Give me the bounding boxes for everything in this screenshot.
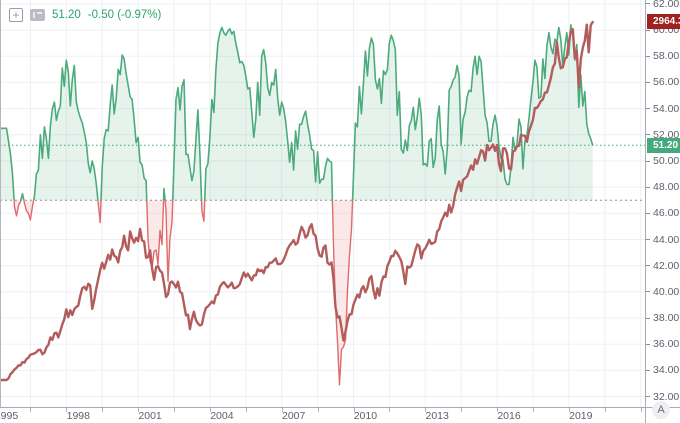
price-axis-label: 46.00 <box>653 207 680 220</box>
time-axis-tick <box>102 408 104 412</box>
time-axis-tick <box>533 408 534 412</box>
legend-change-value: -0.50 (-0.97%) <box>87 9 162 21</box>
price-axis-tick <box>646 81 650 83</box>
time-axis-tick <box>66 408 68 412</box>
time-axis-label: 2001 <box>138 410 162 422</box>
price-axis-tick <box>646 212 650 214</box>
price-axis-tick <box>646 265 650 267</box>
add-series-plus-icon[interactable]: + <box>9 8 23 22</box>
price-axis-tick <box>646 3 650 5</box>
price-axis-label: 34.00 <box>653 364 680 377</box>
legend-last-value: 51.20 <box>52 9 81 21</box>
price-axis-label: 48.00 <box>653 181 680 194</box>
time-axis-tick <box>138 408 140 412</box>
axis-settings-button[interactable]: A <box>652 401 670 419</box>
time-axis-label: 2007 <box>282 410 306 422</box>
time-axis-tick <box>604 408 606 412</box>
time-axis-tick <box>640 408 642 412</box>
price-axis-label: 50.00 <box>653 155 680 167</box>
price-axis-tick <box>646 291 650 293</box>
price-axis-tick <box>646 369 650 371</box>
time-axis-tick <box>30 408 32 412</box>
time-axis-tick <box>209 408 211 412</box>
price-axis-label: 62.00 <box>653 0 680 10</box>
price-axis-tick <box>646 396 650 397</box>
price-axis-label: 32.00 <box>653 390 680 403</box>
price-axis-tick <box>646 108 650 110</box>
price-axis-tick <box>646 29 650 31</box>
oscillator-area-above <box>0 24 593 201</box>
overlay-price-badge: 2964.3 <box>647 14 680 29</box>
overlay-line-series <box>0 20 594 382</box>
price-axis-label: 44.00 <box>653 233 680 246</box>
time-axis-label: 2013 <box>425 410 449 422</box>
time-axis-label: 2016 <box>497 410 521 422</box>
oscillator-line-above <box>0 24 594 201</box>
price-axis-label: 52.00 <box>653 128 680 141</box>
series-source-icon[interactable] <box>30 9 45 21</box>
time-axis-tick <box>461 408 463 412</box>
time-axis-label: 2004 <box>210 410 234 422</box>
time-axis-tick <box>281 408 283 412</box>
time-axis-tick <box>245 408 247 412</box>
time-axis-tick <box>497 408 499 412</box>
price-axis-label: 42.00 <box>653 259 680 272</box>
price-axis-label: 54.00 <box>653 102 680 115</box>
price-axis-tick <box>646 343 650 345</box>
oscillator-price-badge: 51.20 <box>647 138 680 153</box>
price-axis-label: 38.00 <box>653 312 680 324</box>
price-axis-label: 40.00 <box>653 285 680 298</box>
time-axis-label: 2010 <box>353 410 378 422</box>
time-axis-tick <box>353 408 355 412</box>
chart-plot-area[interactable] <box>0 0 645 407</box>
time-axis-label: 1998 <box>66 410 90 422</box>
price-axis-tick <box>646 186 650 188</box>
time-axis[interactable]: 1995 1998 2001 2004 2007 2010 2013 2016 2019 <box>0 408 645 423</box>
time-axis-tick <box>425 408 427 412</box>
time-axis-tick <box>174 408 175 412</box>
price-axis-label: 56.00 <box>653 76 680 89</box>
plot-left-border <box>0 0 1 407</box>
oscillator-line-below <box>13 200 354 386</box>
oscillator-area-below <box>0 200 593 385</box>
price-axis[interactable]: 62.00 60.00 58.00 56.00 54.00 52.00 50.00 48.00… <box>645 0 680 423</box>
price-axis-tick <box>646 239 650 240</box>
time-axis-border <box>0 407 680 408</box>
time-axis-label: 2019 <box>569 410 593 422</box>
time-axis-label: 1995 <box>0 410 19 422</box>
series-legend: + 51.20 -0.50 (-0.97%) <box>9 7 161 23</box>
time-axis-tick <box>317 408 319 412</box>
price-axis-tick <box>646 160 650 162</box>
time-axis-tick <box>568 408 570 412</box>
price-axis-tick <box>646 134 650 136</box>
price-axis-label: 58.00 <box>653 50 680 63</box>
time-axis-tick <box>389 408 391 412</box>
price-axis-tick <box>646 55 650 57</box>
price-axis-tick <box>646 317 650 319</box>
price-axis-label: 36.00 <box>653 338 680 351</box>
